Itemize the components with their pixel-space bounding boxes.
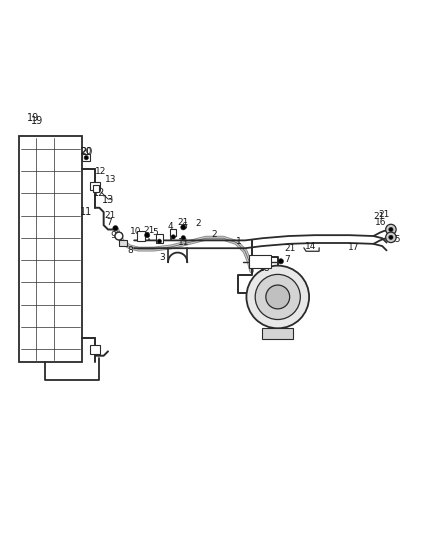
Text: 14: 14 <box>305 241 316 251</box>
Text: 16: 16 <box>375 217 387 227</box>
Text: 20: 20 <box>80 148 92 157</box>
Text: 18: 18 <box>259 264 270 273</box>
Bar <box>156 234 163 243</box>
Bar <box>90 345 100 353</box>
Circle shape <box>181 225 186 230</box>
Circle shape <box>255 274 300 319</box>
Text: 2: 2 <box>212 230 217 239</box>
Bar <box>82 154 90 161</box>
Text: 21: 21 <box>374 212 385 221</box>
Circle shape <box>115 232 123 240</box>
Text: 10: 10 <box>130 227 141 236</box>
Circle shape <box>389 228 393 232</box>
Text: 21: 21 <box>285 244 296 253</box>
Text: 21: 21 <box>144 227 155 235</box>
Bar <box>93 184 99 192</box>
Text: 12: 12 <box>93 188 106 198</box>
Text: 11: 11 <box>177 238 189 247</box>
Text: 17: 17 <box>348 243 360 252</box>
Text: 8: 8 <box>127 246 133 255</box>
Text: 7: 7 <box>284 255 290 264</box>
Bar <box>262 328 293 339</box>
Circle shape <box>386 232 396 243</box>
Circle shape <box>157 239 162 244</box>
Text: 5: 5 <box>152 228 158 237</box>
Circle shape <box>115 232 123 240</box>
Circle shape <box>389 235 393 239</box>
Text: 13: 13 <box>102 196 114 205</box>
Bar <box>137 231 145 241</box>
Circle shape <box>145 232 150 238</box>
Circle shape <box>84 156 88 160</box>
Circle shape <box>181 236 185 240</box>
Bar <box>90 182 100 190</box>
Text: 3: 3 <box>159 253 165 262</box>
Text: 15: 15 <box>389 235 401 244</box>
Text: 19: 19 <box>27 112 39 123</box>
Text: 13: 13 <box>105 175 117 184</box>
Text: 21: 21 <box>178 217 189 227</box>
Text: 2: 2 <box>196 220 201 228</box>
Circle shape <box>247 265 309 328</box>
Bar <box>170 229 177 237</box>
Text: 12: 12 <box>95 167 106 176</box>
Circle shape <box>386 224 396 235</box>
Text: 9: 9 <box>111 231 117 240</box>
Text: 21: 21 <box>105 211 116 220</box>
Text: 20: 20 <box>81 147 92 156</box>
Text: 19: 19 <box>31 116 43 126</box>
Text: 1: 1 <box>236 237 241 246</box>
Text: 7: 7 <box>106 219 112 228</box>
Bar <box>19 136 82 362</box>
Text: 4: 4 <box>167 222 173 231</box>
Circle shape <box>266 285 290 309</box>
Text: 6: 6 <box>181 222 187 231</box>
Circle shape <box>278 259 283 264</box>
Circle shape <box>171 235 176 239</box>
Text: 11: 11 <box>80 207 92 217</box>
Bar <box>250 255 271 268</box>
Circle shape <box>113 225 118 231</box>
Bar <box>119 239 127 246</box>
Text: 21: 21 <box>379 210 390 219</box>
